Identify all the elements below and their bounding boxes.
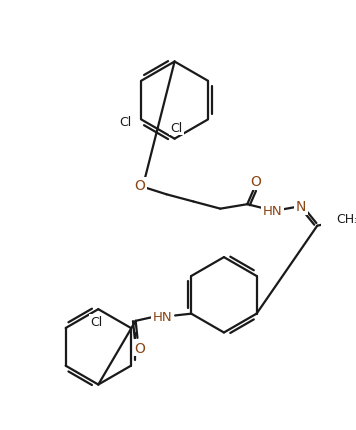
- Text: O: O: [250, 175, 261, 188]
- Text: O: O: [135, 341, 146, 355]
- Text: HN: HN: [153, 310, 172, 323]
- Text: N: N: [296, 200, 306, 213]
- Text: CH₃: CH₃: [336, 212, 356, 225]
- Text: HN: HN: [263, 205, 282, 218]
- Text: O: O: [134, 179, 145, 193]
- Text: Cl: Cl: [90, 316, 103, 329]
- Text: Cl: Cl: [119, 115, 131, 129]
- Text: Cl: Cl: [170, 121, 183, 134]
